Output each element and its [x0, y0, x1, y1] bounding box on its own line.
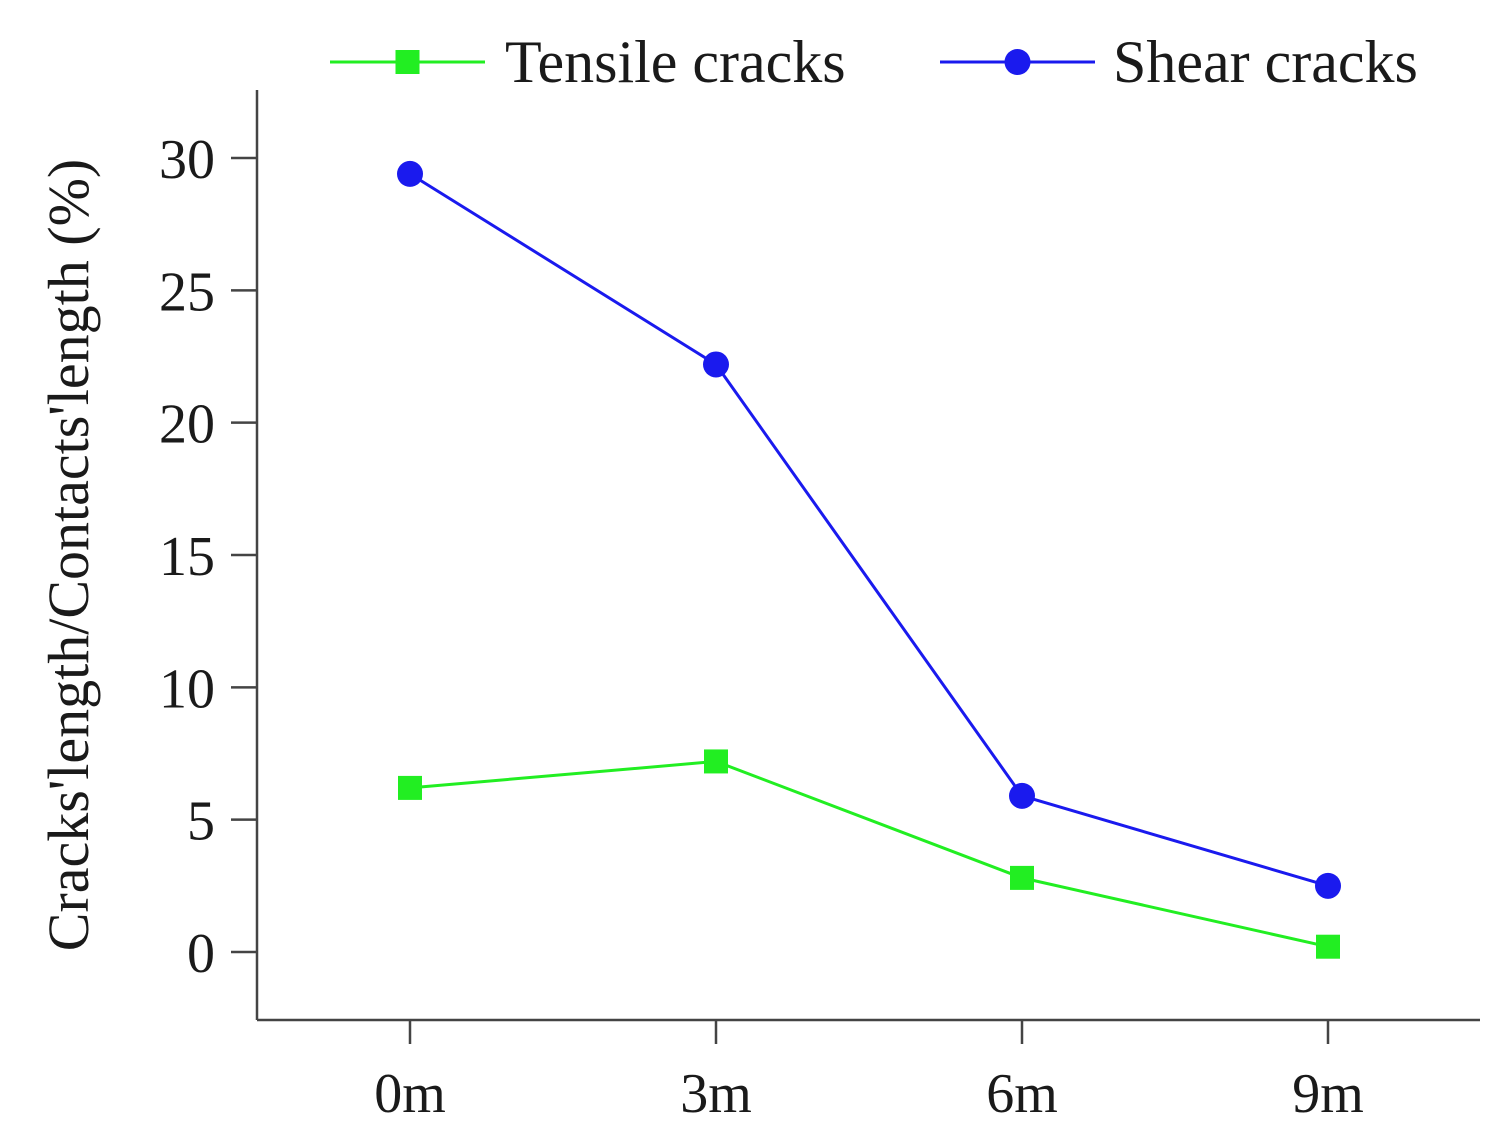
legend-label: Shear cracks: [1113, 29, 1418, 95]
data-point-shear-cracks: [703, 351, 729, 378]
x-tick-label: 3m: [680, 1063, 752, 1125]
y-tick-label: 15: [159, 526, 215, 588]
y-axis-title: Cracks'length/Contacts'length (%): [36, 159, 101, 951]
y-ticks: 0 5 10 15 20 25 30: [159, 129, 257, 985]
y-tick-label: 10: [159, 658, 215, 720]
data-point-tensile-cracks: [1010, 865, 1034, 890]
data-point-tensile-cracks: [704, 749, 728, 774]
data-point-tensile-cracks: [398, 775, 422, 800]
x-tick-label: 0m: [374, 1063, 446, 1125]
legend-label: Tensile cracks: [505, 29, 846, 95]
legend-item-tensile-cracks: Tensile cracks: [330, 29, 846, 95]
y-tick-label: 5: [187, 791, 215, 853]
series-tensile-cracks: [398, 749, 1340, 959]
series-line-tensile-cracks: [409, 759, 1329, 949]
data-point-tensile-cracks: [1316, 934, 1340, 959]
data-point-shear-cracks: [1009, 782, 1035, 809]
legend-marker-square: [395, 50, 420, 74]
data-point-shear-cracks: [1315, 872, 1341, 899]
y-tick-label: 30: [159, 129, 215, 191]
y-tick-label: 20: [159, 394, 215, 456]
series-line-shear-cracks: [409, 172, 1329, 888]
axes: [255, 90, 1480, 1022]
x-ticks: 0m 3m 6m 9m: [374, 1020, 1364, 1125]
legend-marker-circle: [1004, 49, 1031, 75]
x-tick-label: 6m: [986, 1063, 1058, 1125]
x-tick-label: 9m: [1292, 1063, 1364, 1125]
data-point-shear-cracks: [397, 160, 423, 187]
legend-item-shear-cracks: Shear cracks: [940, 29, 1418, 95]
y-tick-label: 25: [159, 261, 215, 323]
y-tick-label: 0: [187, 923, 215, 985]
series-layer: [397, 160, 1341, 959]
series-shear-cracks: [397, 160, 1341, 899]
legend: Tensile cracks Shear cracks: [330, 29, 1418, 95]
